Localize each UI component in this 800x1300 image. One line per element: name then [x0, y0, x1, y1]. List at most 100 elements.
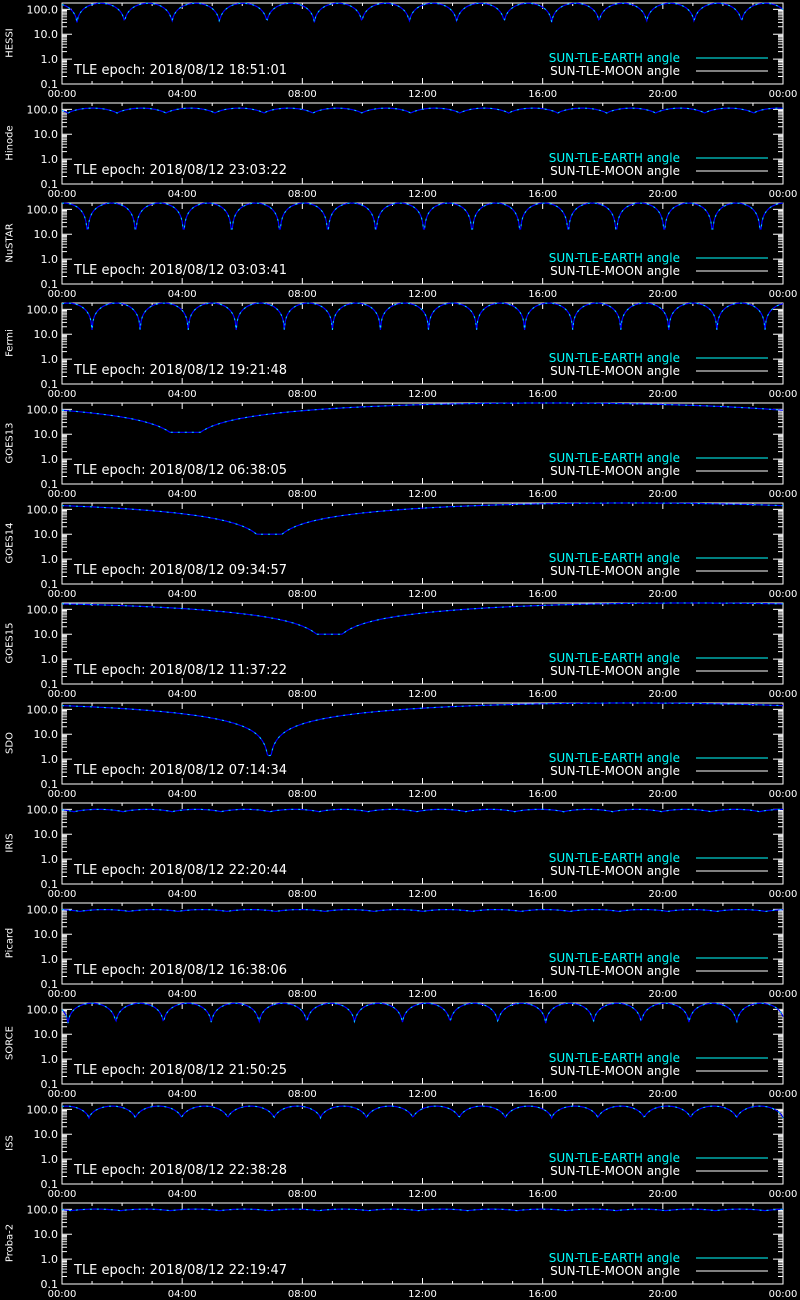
x-tick-label: 00:00 — [48, 489, 77, 500]
x-tick-label: 20:00 — [648, 1289, 677, 1300]
x-tick-label: 04:00 — [168, 689, 197, 700]
y-tick-label: 0.1 — [41, 1078, 59, 1091]
x-tick-label: 04:00 — [168, 889, 197, 900]
panel-goes15: GOES15 100.0 10.0 1.0 0.1 00:00 04:00 08:00 12:0… — [0, 600, 800, 700]
y-tick-label: 10.0 — [34, 828, 59, 841]
x-tick-label: 08:00 — [288, 289, 317, 300]
legend-moon-label: SUN-TLE-MOON angle — [550, 764, 680, 778]
plot-svg: 100.010.01.00.100:00 04:00 08:00 12:00 16:00… — [27, 2, 798, 100]
y-ticks — [62, 1108, 783, 1185]
x-tick-label: 00:00 — [769, 389, 798, 400]
earth-angle-line — [62, 702, 783, 757]
y-tick-label: 1.0 — [41, 753, 59, 766]
x-tick-label: 12:00 — [408, 889, 437, 900]
x-tick-label: 00:00 — [769, 689, 798, 700]
panel-iris: IRIS 100.0 10.0 1.0 0.1 00:00 04:00 08:00 12:00 1… — [0, 800, 800, 900]
legend-earth-label: SUN-TLE-EARTH angle — [549, 1051, 680, 1065]
x-ticks — [61, 3, 784, 84]
tle-epoch-label: TLE epoch: 2018/08/12 07:14:34 — [73, 763, 287, 778]
x-ticks — [61, 1103, 784, 1184]
plot-svg: 100.010.01.00.100:00 04:00 08:00 12:00 16:00… — [27, 802, 798, 900]
plot-svg: 100.010.01.00.100:00 04:00 08:00 12:00 16:00… — [27, 402, 797, 500]
x-tick-label: 00:00 — [48, 889, 77, 900]
x-tick-label: 12:00 — [408, 789, 437, 800]
y-tick-label: 0.1 — [41, 778, 59, 791]
tle-epoch-label: TLE epoch: 2018/08/12 09:34:57 — [73, 563, 287, 578]
x-tick-label: 16:00 — [528, 489, 557, 500]
x-tick-label: 00:00 — [48, 989, 77, 1000]
x-tick-label: 00:00 — [48, 189, 77, 200]
x-tick-label: 12:00 — [408, 189, 437, 200]
y-tick-label: 10.0 — [34, 328, 59, 341]
x-tick-label: 20:00 — [648, 889, 677, 900]
x-tick-label: 04:00 — [168, 489, 197, 500]
legend-earth-label: SUN-TLE-EARTH angle — [549, 51, 680, 65]
y-tick-label: 100.0 — [27, 503, 59, 516]
legend-moon-label: SUN-TLE-MOON angle — [550, 1264, 680, 1278]
panel-proba-2: Proba-2 100.0 10.0 1.0 0.1 00:00 04:00 08:00 12:… — [0, 1200, 800, 1300]
plot-svg: 100.010.01.00.100:00 04:00 08:00 12:00 16:00… — [27, 202, 797, 300]
earth-angle-line — [61, 202, 783, 230]
panel-sorce: SORCE 100.0 10.0 1.0 0.1 00:00 04:00 08:00 12:00… — [0, 1000, 800, 1100]
x-tick-label: 04:00 — [168, 989, 197, 1000]
y-tick-label: 10.0 — [34, 528, 59, 541]
panel-hessi: HESSI 100.0 10.0 1.0 0.1 00:00 04:00 08:00 12:00… — [0, 0, 800, 100]
y-tick-label: 1.0 — [41, 853, 59, 866]
x-tick-label: 00:00 — [48, 289, 77, 300]
legend-moon-label: SUN-TLE-MOON angle — [550, 164, 680, 178]
y-tick-label: 10.0 — [34, 1228, 59, 1241]
tle-epoch-label: TLE epoch: 2018/08/12 19:21:48 — [73, 363, 287, 378]
y-ticks — [62, 708, 783, 785]
x-tick-label: 00:00 — [769, 89, 798, 100]
x-tick-label: 16:00 — [528, 1189, 557, 1200]
panel-goes14: GOES14 100.0 10.0 1.0 0.1 00:00 04:00 08:00 12:0… — [0, 500, 800, 600]
legend-moon-label: SUN-TLE-MOON angle — [550, 264, 680, 278]
earth-angle-line — [62, 502, 783, 535]
x-tick-label: 00:00 — [48, 689, 77, 700]
x-tick-label: 12:00 — [408, 289, 437, 300]
panel-picard: Picard 100.0 10.0 1.0 0.1 00:00 04:00 08:00 12:0… — [0, 900, 800, 1000]
y-tick-label: 100.0 — [27, 1003, 59, 1016]
x-tick-label: 12:00 — [408, 589, 437, 600]
x-tick-label: 08:00 — [288, 189, 317, 200]
x-tick-label: 00:00 — [48, 1189, 77, 1200]
x-tick-label: 20:00 — [648, 789, 677, 800]
y-tick-label: 100.0 — [27, 203, 59, 216]
x-tick-label: 04:00 — [168, 589, 197, 600]
x-tick-label: 20:00 — [648, 689, 677, 700]
x-tick-label: 20:00 — [648, 589, 677, 600]
legend-earth-label: SUN-TLE-EARTH angle — [549, 151, 680, 165]
y-tick-label: 10.0 — [34, 928, 59, 941]
x-tick-label: 12:00 — [408, 89, 437, 100]
x-tick-label: 00:00 — [769, 889, 798, 900]
legend-moon-label: SUN-TLE-MOON angle — [550, 1164, 680, 1178]
x-tick-label: 08:00 — [288, 989, 317, 1000]
plot-svg: 100.010.01.00.100:00 04:00 08:00 12:00 16:00… — [27, 102, 797, 200]
legend-moon-label: SUN-TLE-MOON angle — [550, 664, 680, 678]
x-tick-label: 20:00 — [648, 89, 677, 100]
y-tick-label: 0.1 — [41, 878, 59, 891]
x-tick-label: 20:00 — [648, 489, 677, 500]
earth-angle-samples — [62, 702, 783, 756]
y-tick-label: 0.1 — [41, 678, 59, 691]
y-tick-label: 1.0 — [41, 453, 59, 466]
tle-epoch-label: TLE epoch: 2018/08/12 22:20:44 — [73, 863, 287, 878]
earth-angle-line — [62, 909, 784, 913]
x-tick-label: 00:00 — [48, 1289, 77, 1300]
y-tick-label: 10.0 — [34, 1028, 59, 1041]
earth-angle-samples — [61, 302, 784, 330]
y-ticks — [62, 508, 783, 585]
y-tick-label: 100.0 — [27, 803, 59, 816]
y-tick-label: 0.1 — [41, 78, 59, 91]
tle-epoch-label: TLE epoch: 2018/08/12 21:50:25 — [73, 1063, 287, 1078]
y-tick-label: 100.0 — [27, 1203, 59, 1216]
y-tick-label: 0.1 — [41, 478, 59, 491]
x-tick-label: 08:00 — [288, 1089, 317, 1100]
legend-earth-label: SUN-TLE-EARTH angle — [549, 751, 680, 765]
